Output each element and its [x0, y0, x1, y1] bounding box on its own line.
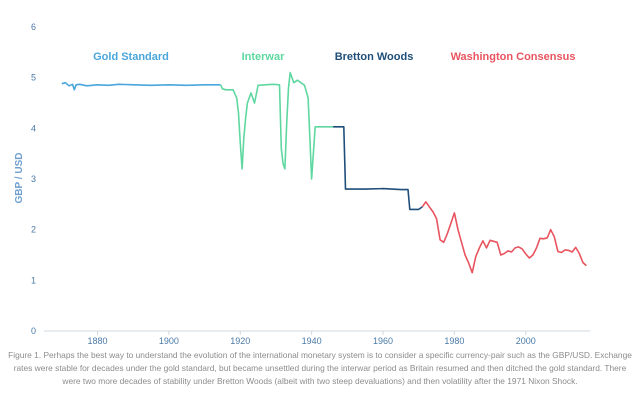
series-line-washington-consensus — [421, 201, 587, 274]
x-tick-label: 1940 — [302, 336, 322, 346]
chart: 0 1 2 3 4 5 6 1880 1900 1920 1940 1960 1980 2000 Gold… — [14, 22, 590, 346]
era-label-bretton-woods: Bretton Woods — [335, 51, 414, 63]
y-tick-label: 2 — [31, 225, 36, 235]
series-line-bretton-woods — [333, 126, 423, 211]
era-label-interwar: Interwar — [242, 51, 286, 63]
era-label-gold-standard: Gold Standard — [93, 51, 169, 63]
y-tick-label: 1 — [31, 275, 36, 285]
era-label-washington-consensus: Washington Consensus — [451, 51, 576, 63]
x-tick-label: 1960 — [373, 336, 393, 346]
y-tick-label: 4 — [31, 123, 36, 133]
y-tick-label: 6 — [31, 22, 36, 32]
x-tick-label: 2000 — [516, 336, 536, 346]
series-line-interwar — [219, 71, 334, 180]
x-tick-label: 1980 — [444, 336, 464, 346]
era-labels: Gold Standard Interwar Bretton Woods Washin… — [93, 51, 575, 63]
x-tick-label: 1900 — [159, 336, 179, 346]
y-tick-label: 5 — [31, 73, 36, 83]
axes: 0 1 2 3 4 5 6 1880 1900 1920 1940 1960 1980 2000 — [31, 22, 590, 346]
figure-caption: Figure 1. Perhaps the best way to unders… — [8, 350, 632, 386]
y-axis-label: GBP / USD — [14, 153, 25, 204]
x-tick-label: 1880 — [88, 336, 108, 346]
y-tick-label: 3 — [31, 174, 36, 184]
y-tick-label: 0 — [31, 326, 36, 336]
x-tick-label: 1920 — [230, 336, 250, 346]
series-lines — [61, 71, 587, 274]
series-line-gold-standard — [61, 81, 221, 91]
